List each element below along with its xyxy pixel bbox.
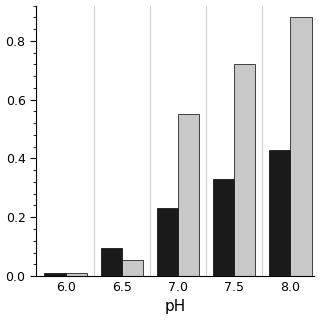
Bar — [100, 248, 122, 276]
Bar — [178, 114, 199, 276]
Bar — [44, 273, 66, 276]
Bar — [157, 208, 178, 276]
Bar — [122, 260, 143, 276]
Bar — [66, 273, 87, 276]
Bar — [290, 17, 312, 276]
Bar — [213, 179, 234, 276]
Bar — [269, 150, 290, 276]
X-axis label: pH: pH — [164, 300, 186, 315]
Bar — [234, 64, 255, 276]
